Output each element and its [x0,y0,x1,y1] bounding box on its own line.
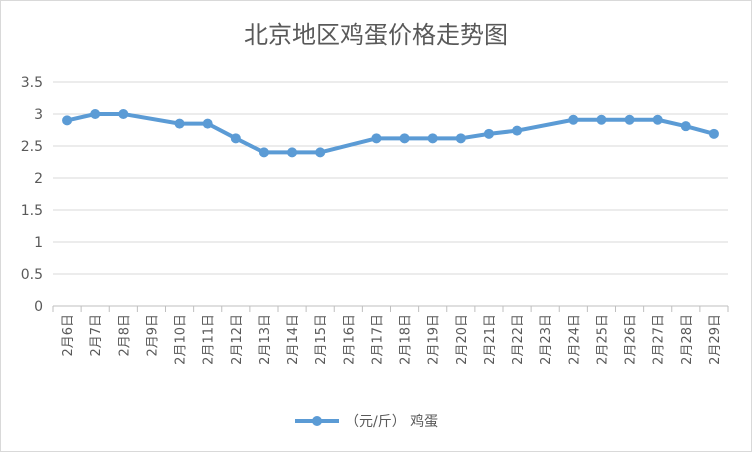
data-point [483,128,494,139]
x-tick-label: 2月29日 [708,314,723,365]
data-point [708,128,719,139]
x-tick-label: 2月19日 [427,314,442,365]
legend-label: （元/斤） 鸡蛋 [345,413,438,430]
x-tick-label: 2月14日 [286,314,301,365]
data-point [174,118,185,129]
y-tick-label: 0 [34,299,43,315]
x-tick-label: 2月17日 [370,314,385,365]
data-point [427,133,438,144]
y-tick-label: 2.5 [21,139,43,155]
data-point [258,147,269,158]
x-tick-label: 2月11日 [202,314,217,365]
y-tick-label: 3.5 [21,75,43,91]
data-point [62,115,73,126]
x-tick-label: 2月26日 [624,314,639,365]
x-tick-label: 2月7日 [89,314,104,357]
legend: （元/斤） 鸡蛋 [295,413,438,430]
data-point [90,109,101,119]
y-axis-ticks: 0 0.5 1 1.5 2 2.5 3 3.5 [21,75,43,315]
chart-title: 北京地区鸡蛋价格走势图 [244,21,508,49]
y-tick-label: 0.5 [21,267,43,283]
data-point [624,114,635,125]
data-point [118,109,129,119]
data-point [399,133,410,144]
data-point [680,121,691,132]
gridlines [53,81,728,307]
x-tick-label: 2月20日 [455,314,470,365]
x-tick-label: 2月18日 [399,314,414,365]
series-group [62,109,719,158]
y-tick-label: 1 [34,235,43,251]
data-point [568,114,579,125]
data-point [455,133,466,144]
x-tick-label: 2月25日 [595,314,610,365]
x-tick-label: 2月13日 [258,314,273,365]
x-tick-label: 2月12日 [230,314,245,365]
x-tick-label: 2月27日 [652,314,667,365]
data-point [230,133,241,144]
y-tick-label: 2 [34,171,43,187]
x-tick-label: 2月22日 [511,314,526,365]
data-point [315,147,326,158]
x-tick-label: 2月8日 [117,314,132,357]
x-tick-label: 2月15日 [314,314,329,365]
y-tick-label: 1.5 [21,203,43,219]
data-point [202,118,213,129]
x-tick-label: 2月10日 [174,314,189,365]
series-line [66,112,715,155]
x-tick-label: 2月28日 [680,314,695,365]
x-tick-label: 2月24日 [567,314,582,365]
x-tick-label: 2月16日 [342,314,357,365]
x-tick-label: 2月23日 [539,314,554,365]
data-point [287,147,298,158]
data-point [596,114,607,125]
data-point [371,133,382,144]
x-tick-label: 2月21日 [483,314,498,365]
x-tick-label: 2月6日 [61,314,76,357]
y-tick-label: 3 [34,107,43,123]
data-point [652,114,663,125]
legend-marker [312,416,322,426]
data-point [512,125,523,136]
x-tick-label: 2月9日 [145,314,160,357]
x-axis-ticks: 2月6日 2月7日 2月8日 2月9日 2月10日 2月11日 2月12日 2月13日 2月14… [52,306,729,365]
